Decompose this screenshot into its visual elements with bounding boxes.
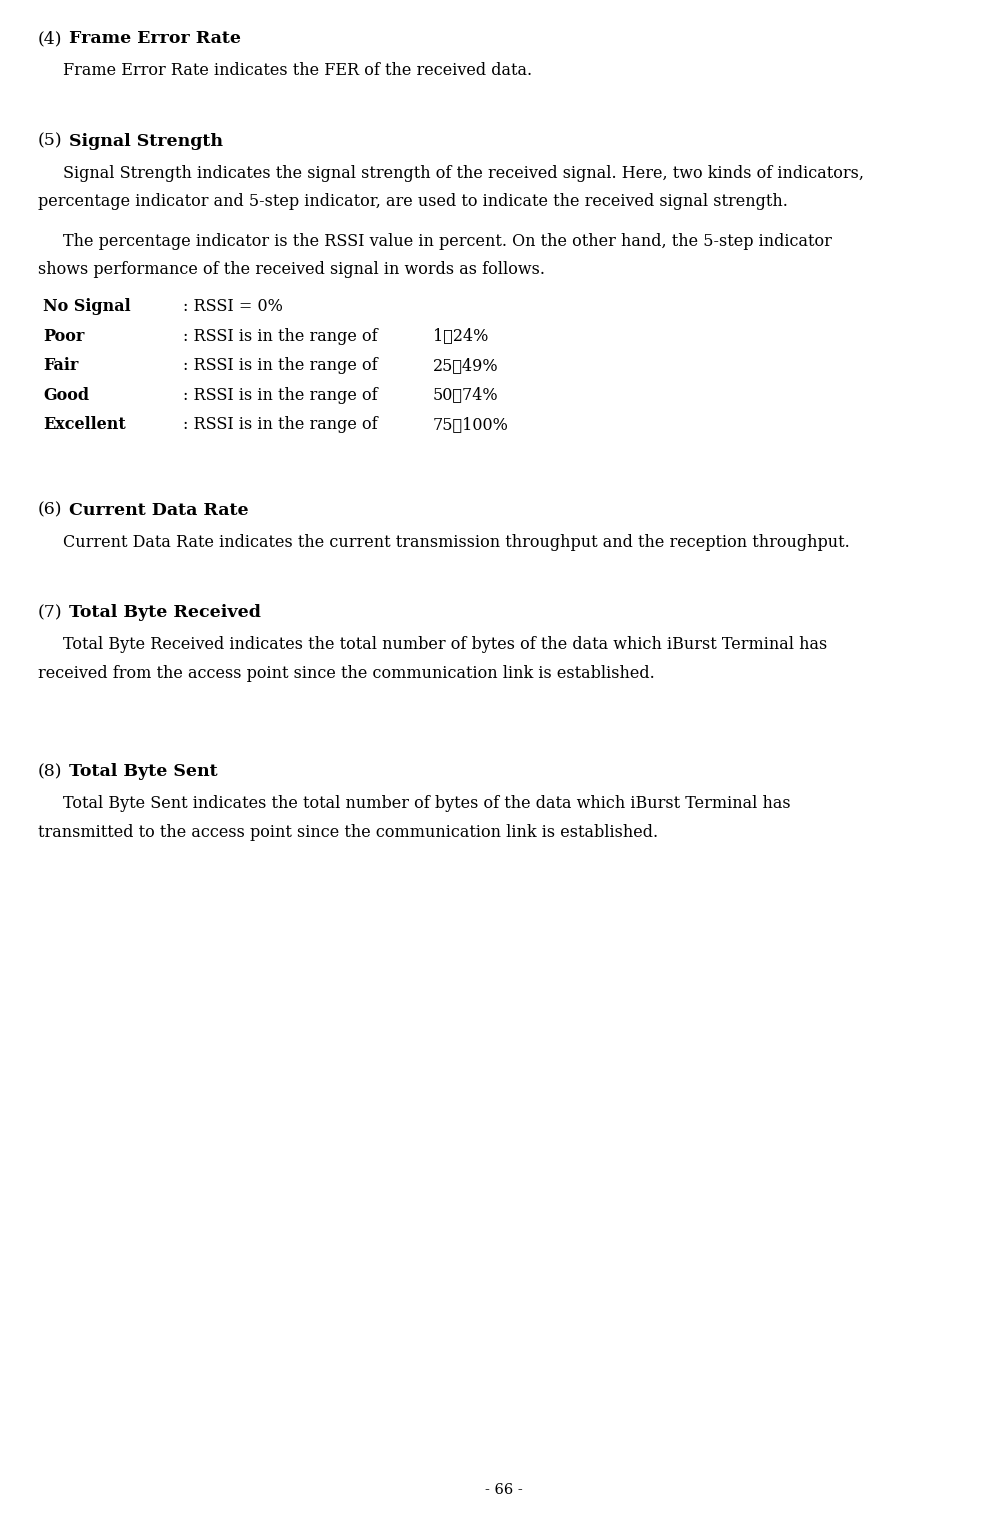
Text: 75【100%: 75【100% — [433, 416, 509, 433]
Text: Poor: Poor — [43, 328, 85, 345]
Text: 25【49%: 25【49% — [433, 357, 499, 374]
Text: Total Byte Sent: Total Byte Sent — [69, 763, 218, 781]
Text: No Signal: No Signal — [43, 298, 131, 315]
Text: Total Byte Received: Total Byte Received — [69, 604, 261, 622]
Text: Fair: Fair — [43, 357, 79, 374]
Text: (8): (8) — [38, 763, 62, 781]
Text: (5): (5) — [38, 133, 62, 150]
Text: (7): (7) — [38, 604, 62, 622]
Text: 50【74%: 50【74% — [433, 387, 499, 404]
Text: : RSSI = 0%: : RSSI = 0% — [183, 298, 283, 315]
Text: - 66 -: - 66 - — [485, 1483, 523, 1496]
Text: Signal Strength: Signal Strength — [69, 133, 223, 150]
Text: : RSSI is in the range of: : RSSI is in the range of — [183, 416, 378, 433]
Text: : RSSI is in the range of: : RSSI is in the range of — [183, 387, 378, 404]
Text: Good: Good — [43, 387, 89, 404]
Text: : RSSI is in the range of: : RSSI is in the range of — [183, 328, 378, 345]
Text: received from the access point since the communication link is established.: received from the access point since the… — [38, 664, 655, 681]
Text: Frame Error Rate indicates the FER of the received data.: Frame Error Rate indicates the FER of th… — [62, 62, 532, 79]
Text: Frame Error Rate: Frame Error Rate — [69, 30, 241, 47]
Text: Total Byte Received indicates the total number of bytes of the data which iBurst: Total Byte Received indicates the total … — [62, 635, 828, 654]
Text: Current Data Rate indicates the current transmission throughput and the receptio: Current Data Rate indicates the current … — [62, 534, 850, 551]
Text: The percentage indicator is the RSSI value in percent. On the other hand, the 5-: The percentage indicator is the RSSI val… — [62, 233, 832, 250]
Text: : RSSI is in the range of: : RSSI is in the range of — [183, 357, 378, 374]
Text: (4): (4) — [38, 30, 62, 47]
Text: Total Byte Sent indicates the total number of bytes of the data which iBurst Ter: Total Byte Sent indicates the total numb… — [62, 796, 790, 812]
Text: percentage indicator and 5-step indicator, are used to indicate the received sig: percentage indicator and 5-step indicato… — [38, 194, 788, 210]
Text: shows performance of the received signal in words as follows.: shows performance of the received signal… — [38, 262, 545, 278]
Text: Signal Strength indicates the signal strength of the received signal. Here, two : Signal Strength indicates the signal str… — [62, 165, 864, 182]
Text: 1【24%: 1【24% — [433, 328, 488, 345]
Text: transmitted to the access point since the communication link is established.: transmitted to the access point since th… — [38, 823, 658, 841]
Text: (6): (6) — [38, 502, 62, 519]
Text: Excellent: Excellent — [43, 416, 126, 433]
Text: Current Data Rate: Current Data Rate — [69, 502, 249, 519]
